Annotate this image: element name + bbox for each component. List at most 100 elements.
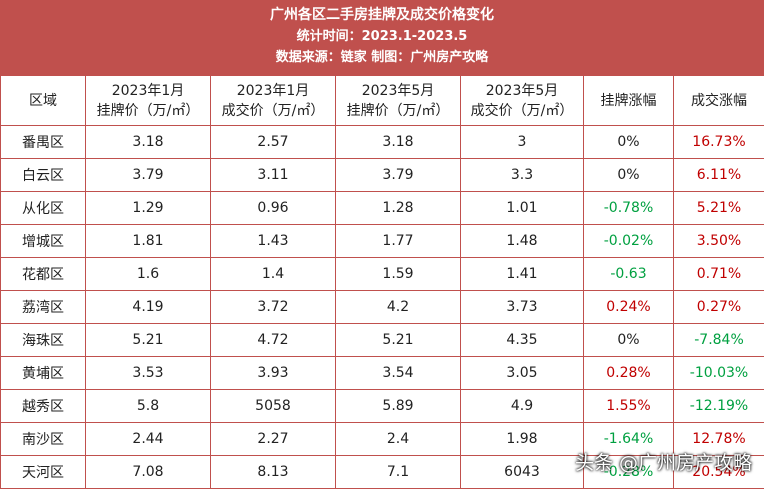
cell: 4.9 [460, 389, 584, 423]
cell: 0.24% [583, 290, 674, 324]
cell: 5.21 [335, 323, 461, 357]
cell: 16.73% [673, 125, 764, 159]
cell: 0% [583, 158, 674, 192]
data-row: 花都区 1.6 1.4 1.59 1.41 -0.63 0.71% [0, 257, 764, 291]
cell: 1.4 [210, 257, 336, 291]
cell: -12.19% [673, 389, 764, 423]
cell: 0% [583, 323, 674, 357]
cell: 0.28% [583, 356, 674, 390]
cell: 1.77 [335, 224, 461, 258]
district: 白云区 [0, 158, 86, 192]
cell: 3.72 [210, 290, 336, 324]
watermark: 头条 @广州房产攻略 [574, 452, 752, 474]
cell: 3.73 [460, 290, 584, 324]
cell: -0.63 [583, 257, 674, 291]
cell: 2.4 [335, 422, 461, 456]
cell: 5.89 [335, 389, 461, 423]
data-row: 番禺区 3.18 2.57 3.18 3 0% 16.73% [0, 125, 764, 159]
data-row: 海珠区 5.21 4.72 5.21 4.35 0% -7.84% [0, 323, 764, 357]
cell: 7.1 [335, 455, 461, 489]
cell: 2.44 [85, 422, 211, 456]
cell: 20.54% [673, 455, 764, 489]
cell: 5058 [210, 389, 336, 423]
cell: 5.21 [85, 323, 211, 357]
cell: -10.03% [673, 356, 764, 390]
column-header: 挂牌涨幅 [583, 75, 674, 126]
price-table: 区域 2023年1月 挂牌价（万/㎡） 2023年1月 成交价（万/㎡） 2023年5… [0, 75, 764, 489]
cell: 3.79 [335, 158, 461, 192]
district: 荔湾区 [0, 290, 86, 324]
cell: 1.01 [460, 191, 584, 225]
data-row: 白云区 3.79 3.11 3.79 3.3 0% 6.11% [0, 158, 764, 192]
cell: 5.21% [673, 191, 764, 225]
cell: 2.57 [210, 125, 336, 159]
cell: -0.28% [583, 455, 674, 489]
cell: 6.11% [673, 158, 764, 192]
data-row: 越秀区 5.8 5058 5.89 4.9 1.55% -12.19% [0, 389, 764, 423]
cell: 0.96 [210, 191, 336, 225]
cell: 1.81 [85, 224, 211, 258]
cell: 7.08 [85, 455, 211, 489]
cell: 4.35 [460, 323, 584, 357]
column-header: 区域 [0, 75, 86, 126]
cell: 1.28 [335, 191, 461, 225]
data-row: 南沙区 2.44 2.27 2.4 1.98 -1.64% 12.78% [0, 422, 764, 456]
data-row: 荔湾区 4.19 3.72 4.2 3.73 0.24% 0.27% [0, 290, 764, 324]
cell: 1.55% [583, 389, 674, 423]
cell: 3.18 [85, 125, 211, 159]
cell: 0.27% [673, 290, 764, 324]
cell: 4.72 [210, 323, 336, 357]
cell: -0.02% [583, 224, 674, 258]
cell: 8.13 [210, 455, 336, 489]
district: 海珠区 [0, 323, 86, 357]
district: 花都区 [0, 257, 86, 291]
cell: 3.3 [460, 158, 584, 192]
data-row: 增城区 1.81 1.43 1.77 1.48 -0.02% 3.50% [0, 224, 764, 258]
district: 南沙区 [0, 422, 86, 456]
district: 增城区 [0, 224, 86, 258]
district: 天河区 [0, 455, 86, 489]
column-header: 2023年1月 成交价（万/㎡） [210, 75, 336, 126]
cell: 3.53 [85, 356, 211, 390]
cell: 3.54 [335, 356, 461, 390]
cell: 2.27 [210, 422, 336, 456]
cell: 3.79 [85, 158, 211, 192]
column-header: 2023年1月 挂牌价（万/㎡） [85, 75, 211, 126]
cell: 0.71% [673, 257, 764, 291]
cell: 3.11 [210, 158, 336, 192]
header-row: 区域 2023年1月 挂牌价（万/㎡） 2023年1月 成交价（万/㎡） 2023年5… [0, 75, 764, 126]
cell: 1.98 [460, 422, 584, 456]
source: 数据来源：链家 制图：广州房产攻略 [275, 50, 489, 65]
cell: 0% [583, 125, 674, 159]
cell: 4.19 [85, 290, 211, 324]
district: 从化区 [0, 191, 86, 225]
cell: 1.59 [335, 257, 461, 291]
cell: 5.8 [85, 389, 211, 423]
cell: 1.48 [460, 224, 584, 258]
district: 黄埔区 [0, 356, 86, 390]
header: 广州各区二手房挂牌及成交价格变化 统计时间：2023.1-2023.5 数据来源… [0, 0, 764, 75]
column-header: 2023年5月 挂牌价（万/㎡） [335, 75, 461, 126]
cell: -0.78% [583, 191, 674, 225]
column-header: 2023年5月 成交价（万/㎡） [460, 75, 584, 126]
cell: 3 [460, 125, 584, 159]
cell: 1.43 [210, 224, 336, 258]
column-header: 成交涨幅 [673, 75, 764, 126]
cell: -7.84% [673, 323, 764, 357]
cell: 1.41 [460, 257, 584, 291]
cell: 12.78% [673, 422, 764, 456]
cell: 3.05 [460, 356, 584, 390]
district: 越秀区 [0, 389, 86, 423]
title: 广州各区二手房挂牌及成交价格变化 [270, 7, 494, 23]
cell: 3.50% [673, 224, 764, 258]
cell: 1.29 [85, 191, 211, 225]
cell: 3.18 [335, 125, 461, 159]
district: 番禺区 [0, 125, 86, 159]
cell: 3.93 [210, 356, 336, 390]
cell: 4.2 [335, 290, 461, 324]
data-row: 黄埔区 3.53 3.93 3.54 3.05 0.28% -10.03% [0, 356, 764, 390]
data-row: 从化区 1.29 0.96 1.28 1.01 -0.78% 5.21% [0, 191, 764, 225]
period: 统计时间：2023.1-2023.5 [296, 29, 468, 44]
cell: 6043 [460, 455, 584, 489]
